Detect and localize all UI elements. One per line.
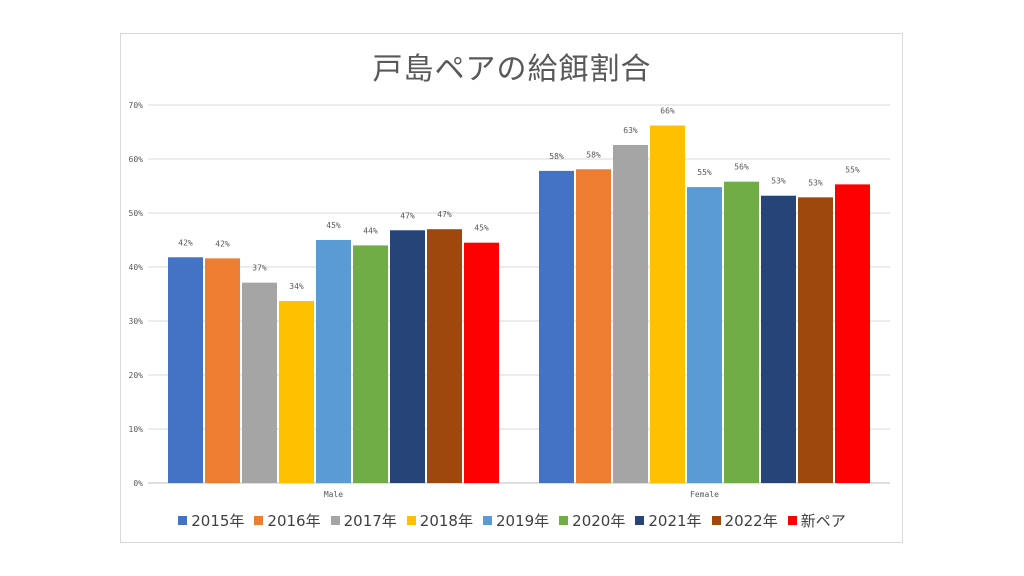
y-tick-label: 60% bbox=[129, 155, 144, 164]
legend-item: 2019年 bbox=[482, 510, 550, 531]
chart-frame bbox=[120, 33, 903, 543]
data-label: 58% bbox=[549, 152, 564, 161]
legend-swatch bbox=[178, 516, 188, 525]
y-tick-label: 70% bbox=[129, 101, 144, 110]
data-label: 56% bbox=[734, 163, 749, 172]
data-label: 63% bbox=[623, 126, 638, 135]
bar-2018年-Female bbox=[650, 125, 685, 484]
bar-2021年-Female bbox=[761, 195, 796, 483]
legend-swatch bbox=[559, 516, 569, 525]
data-label: 45% bbox=[474, 224, 489, 233]
bar-2017年-Male bbox=[242, 282, 277, 483]
bar-2019年-Male bbox=[316, 240, 351, 483]
legend-swatch bbox=[254, 516, 264, 525]
data-label: 55% bbox=[697, 168, 712, 177]
data-label: 55% bbox=[845, 165, 860, 174]
y-tick-label: 20% bbox=[129, 371, 144, 380]
legend-label: 2017年 bbox=[343, 512, 397, 530]
legend-label: 2018年 bbox=[419, 512, 473, 530]
bar-2016年-Male bbox=[205, 258, 240, 483]
x-category-label: Male bbox=[324, 490, 343, 499]
bar-2017年-Female bbox=[613, 144, 648, 483]
legend-swatch bbox=[330, 516, 340, 525]
bar-新ペア-Female bbox=[835, 184, 870, 483]
data-label: 53% bbox=[808, 178, 823, 187]
data-label: 42% bbox=[178, 238, 193, 247]
bar-2022年-Male bbox=[427, 229, 462, 483]
legend-label: 新ペア bbox=[800, 512, 846, 530]
bar-2015年-Female bbox=[539, 170, 574, 483]
legend-swatch bbox=[787, 516, 797, 525]
bar-2020年-Male bbox=[353, 245, 388, 483]
legend-item: 2020年 bbox=[559, 510, 625, 531]
bar-2016年-Female bbox=[576, 169, 611, 483]
bar-2018年-Male bbox=[279, 301, 314, 483]
data-label: 44% bbox=[363, 226, 378, 235]
chart-title: 戸島ペアの給餌割合 bbox=[372, 52, 652, 87]
data-label: 45% bbox=[326, 221, 341, 230]
data-label: 47% bbox=[400, 211, 415, 220]
bar-新ペア-Male bbox=[464, 242, 499, 483]
legend-item: 新ペア bbox=[787, 510, 846, 531]
data-label: 34% bbox=[289, 282, 304, 291]
data-label: 53% bbox=[771, 177, 786, 186]
bar-2021年-Male bbox=[390, 230, 425, 483]
bar-2020年-Female bbox=[724, 181, 759, 483]
legend-label: 2022年 bbox=[724, 512, 778, 530]
legend-swatch bbox=[406, 516, 416, 525]
legend-swatch bbox=[482, 516, 492, 525]
legend-item: 2017年 bbox=[330, 510, 397, 531]
data-label: 47% bbox=[437, 210, 452, 219]
legend-item: 2016年 bbox=[254, 510, 321, 531]
y-tick-label: 10% bbox=[129, 425, 144, 434]
data-label: 58% bbox=[586, 150, 601, 159]
legend-label: 2020年 bbox=[572, 512, 626, 530]
bar-2019年-Female bbox=[687, 187, 722, 483]
y-tick-label: 30% bbox=[129, 317, 144, 326]
legend-item: 2022年 bbox=[711, 510, 778, 531]
legend-label: 2019年 bbox=[495, 512, 550, 530]
legend: 2015年 2016年 2017年 2018年 2019年 2020年 2021年 2022年… bbox=[0, 510, 1024, 531]
bar-2022年-Female bbox=[798, 197, 833, 483]
data-label: 66% bbox=[660, 107, 675, 116]
bar-2015年-Male bbox=[168, 257, 203, 483]
legend-label: 2015年 bbox=[191, 512, 245, 530]
legend-item: 2015年 bbox=[178, 510, 244, 531]
legend-swatch bbox=[711, 516, 721, 525]
legend-item: 2018年 bbox=[406, 510, 473, 531]
y-tick-label: 40% bbox=[129, 263, 144, 272]
legend-item: 2021年 bbox=[635, 510, 702, 531]
legend-label: 2016年 bbox=[267, 512, 321, 530]
data-label: 42% bbox=[215, 239, 230, 248]
x-category-label: Female bbox=[690, 490, 719, 499]
y-tick-label: 0% bbox=[133, 479, 143, 488]
legend-swatch bbox=[635, 516, 645, 525]
y-tick-label: 50% bbox=[129, 209, 144, 218]
data-label: 37% bbox=[252, 264, 267, 273]
legend-label: 2021年 bbox=[648, 512, 702, 530]
